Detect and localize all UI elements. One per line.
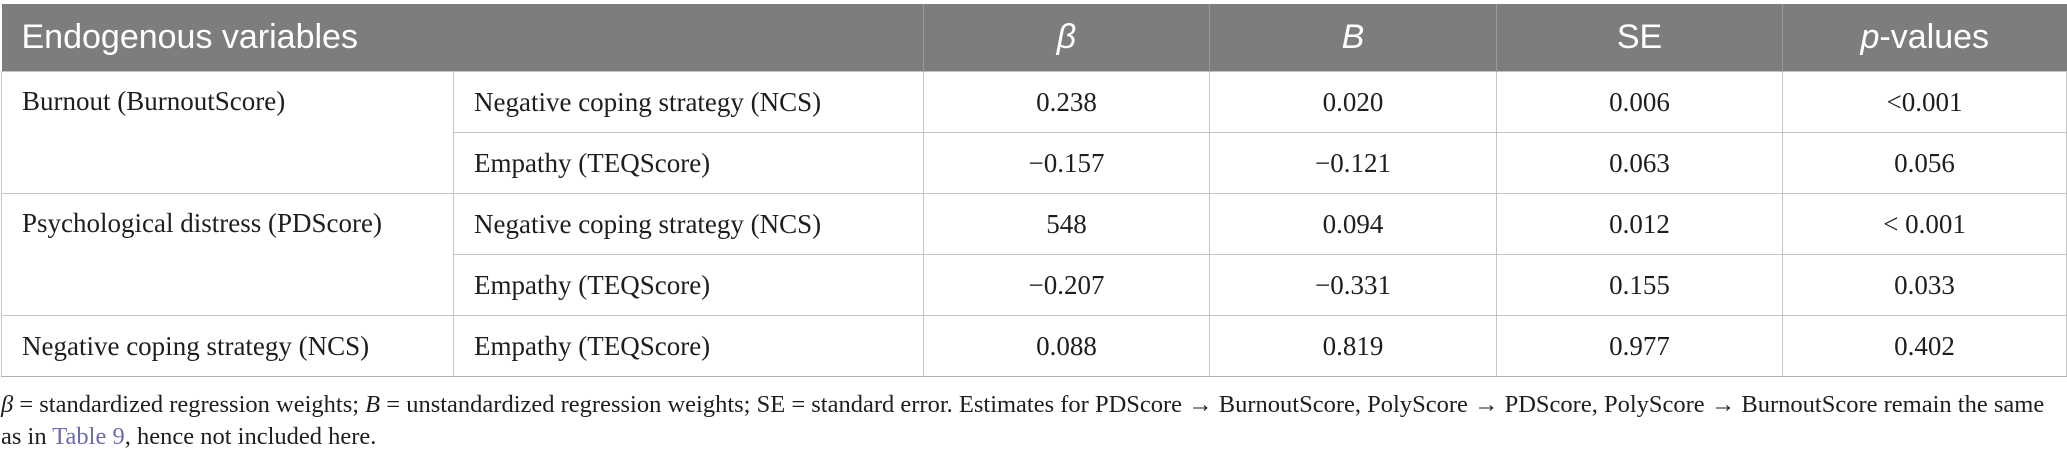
b-cell: −0.121 — [1209, 132, 1497, 194]
header-b-symbol: B — [1341, 18, 1365, 56]
table-row: Empathy (TEQScore) −0.207 −0.331 0.155 0… — [2, 254, 2067, 316]
b-cell: 0.020 — [1209, 71, 1497, 133]
outcome-cell: Negative coping strategy (NCS) — [1, 315, 454, 377]
p-cell: < 0.001 — [1782, 193, 2067, 255]
predictor-cell: Empathy (TEQScore) — [453, 132, 924, 194]
header-beta: β — [923, 4, 1210, 72]
p-cell: <0.001 — [1782, 71, 2067, 133]
b-cell: −0.331 — [1209, 254, 1497, 316]
beta-cell: 0.238 — [923, 71, 1210, 133]
p-cell: 0.402 — [1782, 315, 2067, 377]
predictor-cell: Negative coping strategy (NCS) — [453, 193, 924, 255]
se-cell: 0.063 — [1496, 132, 1783, 194]
table-row: Psychological distress (PDScore) Negativ… — [1, 193, 2067, 316]
header-row: Endogenous variables β B SE p-values — [1, 4, 2067, 72]
p-cell: 0.033 — [1782, 254, 2067, 316]
outcome-cell: Burnout (BurnoutScore) — [1, 71, 454, 194]
footnote-beta-symbol: β — [1, 391, 14, 418]
se-cell: 0.977 — [1496, 315, 1783, 377]
header-p-suffix: -values — [1879, 18, 1990, 56]
se-cell: 0.006 — [1496, 71, 1783, 133]
b-cell: 0.094 — [1209, 193, 1497, 255]
se-cell: 0.012 — [1496, 193, 1783, 255]
header-p-symbol: p — [1860, 18, 1880, 56]
header-b: B — [1209, 4, 1497, 72]
footnote-b-symbol: B — [365, 391, 381, 418]
predictor-cell: Empathy (TEQScore) — [453, 254, 924, 316]
header-endogenous-variables: Endogenous variables — [1, 4, 924, 72]
outcome-cell: Psychological distress (PDScore) — [1, 193, 454, 316]
header-beta-symbol: β — [1056, 18, 1077, 56]
p-cell: 0.056 — [1782, 132, 2067, 194]
table-footnote: β = standardized regression weights; B =… — [1, 389, 2051, 453]
beta-cell: 548 — [923, 193, 1210, 255]
table-row: Negative coping strategy (NCS) Empathy (… — [1, 315, 2067, 377]
beta-cell: −0.207 — [923, 254, 1210, 316]
table-container: Endogenous variables β B SE p-values Bur… — [0, 4, 2067, 453]
beta-cell: −0.157 — [923, 132, 1210, 194]
predictor-cell: Negative coping strategy (NCS) — [453, 71, 924, 133]
footnote-b-definition: = unstandardized regression weights; SE … — [1, 391, 2045, 450]
b-cell: 0.819 — [1209, 315, 1497, 377]
table-row: Burnout (BurnoutScore) Negative coping s… — [1, 71, 2067, 194]
footnote-beta-definition: = standardized regression weights; — [13, 391, 366, 418]
se-cell: 0.155 — [1496, 254, 1783, 316]
regression-table: Endogenous variables β B SE p-values Bur… — [1, 4, 2067, 377]
header-se: SE — [1496, 4, 1783, 72]
beta-cell: 0.088 — [923, 315, 1210, 377]
header-p-values: p-values — [1782, 4, 2067, 72]
footnote-tail: , hence not included here. — [124, 423, 377, 450]
predictor-cell: Empathy (TEQScore) — [453, 315, 924, 377]
table-9-link[interactable]: Table 9 — [52, 423, 125, 450]
